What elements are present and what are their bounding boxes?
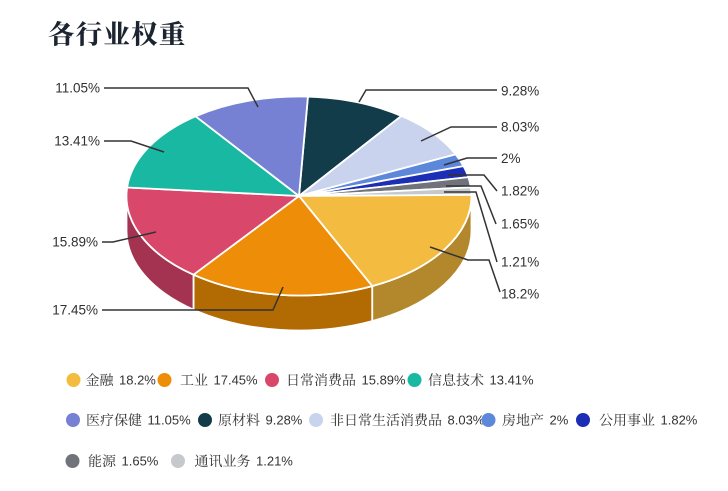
svg-text:1.82%: 1.82% [501, 184, 539, 199]
svg-text:13.41%: 13.41% [54, 134, 100, 149]
svg-text:1.21%: 1.21% [256, 454, 293, 469]
svg-text:8.03%: 8.03% [448, 413, 485, 428]
svg-text:2%: 2% [550, 413, 569, 428]
svg-text:18.2%: 18.2% [119, 373, 156, 388]
svg-text:17.45%: 17.45% [214, 373, 259, 388]
svg-text:1.65%: 1.65% [501, 217, 539, 232]
svg-text:1.82%: 1.82% [661, 413, 698, 428]
svg-text:1.21%: 1.21% [501, 255, 539, 270]
svg-text:11.05%: 11.05% [55, 81, 100, 96]
svg-text:1.65%: 1.65% [122, 454, 159, 469]
svg-text:13.41%: 13.41% [490, 373, 535, 388]
svg-text:15.89%: 15.89% [52, 235, 98, 250]
svg-text:8.03%: 8.03% [501, 120, 539, 135]
svg-text:2%: 2% [501, 151, 521, 166]
svg-text:18.2%: 18.2% [501, 287, 539, 302]
svg-text:9.28%: 9.28% [266, 413, 303, 428]
svg-text:15.89%: 15.89% [362, 373, 407, 388]
svg-text:17.45%: 17.45% [52, 303, 98, 318]
svg-text:11.05%: 11.05% [148, 413, 192, 428]
svg-text:9.28%: 9.28% [501, 84, 539, 99]
